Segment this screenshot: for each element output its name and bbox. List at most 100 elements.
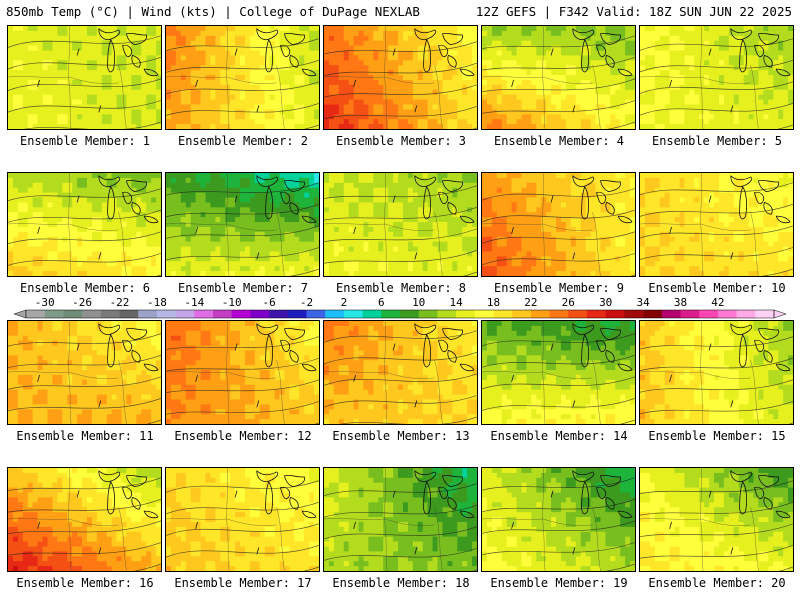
ensemble-member-map [639,25,794,130]
ensemble-member-map [165,172,320,277]
ensemble-member-label: Ensemble Member: 13 [332,429,470,443]
ensemble-member-map [7,25,162,130]
colorbar-swatch [643,310,663,318]
colorbar-swatch [63,310,83,318]
ensemble-member-map [323,172,478,277]
colorbar-swatch [661,310,681,318]
colorbar-swatch [755,310,775,318]
colorbar-swatch [119,310,139,318]
colorbar-swatch [194,310,214,318]
ensemble-member-label: Ensemble Member: 3 [335,134,467,148]
ensemble-member-map [639,172,794,277]
temperature-colorbar: -30 -26 -22 -18 -14 -10 -6 -2 2 6 10 14 18 22 26 30 34 38… [14,296,786,319]
colorbar-swatch [325,310,345,318]
colorbar-swatch [493,310,513,318]
colorbar-swatch [624,310,644,318]
colorbar-tick-label: -18 [147,296,167,309]
ensemble-member-map [7,172,162,277]
colorbar-swatch [568,310,588,318]
run-valid-time: 12Z GEFS | F342 Valid: 18Z SUN JUN 22 20… [475,4,792,19]
colorbar-swatch [343,310,363,318]
colorbar-tick-label: 18 [487,296,500,309]
colorbar-tick-label: -10 [222,296,242,309]
ensemble-member-label: Ensemble Member: 20 [648,576,786,590]
colorbar-swatch [156,310,176,318]
colorbar-swatch [362,310,382,318]
colorbar-swatch [306,310,326,318]
colorbar-swatch [44,310,64,318]
ensemble-member-map [481,467,636,572]
ensemble-member-map [639,467,794,572]
colorbar-tick-label: -30 [35,296,55,309]
colorbar-tick-label: 6 [378,296,385,309]
ensemble-member-map [481,25,636,130]
colorbar-swatch [418,310,438,318]
ensemble-member-label: Ensemble Member: 8 [335,281,467,295]
colorbar-swatch [699,310,719,318]
colorbar-tick-label: -26 [72,296,92,309]
ensemble-member-map [481,320,636,425]
colorbar-swatch [736,310,756,318]
colorbar-swatch [549,310,569,318]
ensemble-member-label: Ensemble Member: 4 [493,134,625,148]
colorbar-swatch [287,310,307,318]
colorbar-tick-label: -14 [184,296,204,309]
colorbar-swatch [400,310,419,318]
ensemble-member-map [323,320,478,425]
colorbar-swatch [530,310,550,318]
ensemble-member-map [165,467,320,572]
colorbar-swatch [587,310,606,318]
ensemble-member-label: Ensemble Member: 11 [16,429,154,443]
colorbar-swatch [605,310,625,318]
colorbar-swatch [269,310,289,318]
ensemble-member-map [7,467,162,572]
ensemble-member-label: Ensemble Member: 17 [174,576,312,590]
ensemble-member-label: Ensemble Member: 19 [490,576,628,590]
ensemble-member-map [481,172,636,277]
colorbar-swatch [456,310,476,318]
colorbar-tick-label: 38 [674,296,687,309]
colorbar-tick-label: 34 [636,296,650,309]
ensemble-member-label: Ensemble Member: 1 [19,134,151,148]
chart-title: 850mb Temp (°C) | Wind (kts) | College o… [6,4,420,19]
ensemble-member-label: Ensemble Member: 18 [332,576,470,590]
colorbar-swatch [512,310,532,318]
ensemble-member-label: Ensemble Member: 2 [177,134,309,148]
colorbar-swatch [175,310,195,318]
ensemble-member-map [323,25,478,130]
colorbar-swatch [474,310,494,318]
ensemble-member-label: Ensemble Member: 16 [16,576,154,590]
colorbar-tick-label: 10 [412,296,425,309]
colorbar-swatch [381,310,401,318]
colorbar-swatch [100,310,120,318]
ensemble-member-map [639,320,794,425]
colorbar-tick-label: 14 [449,296,463,309]
colorbar-swatch [213,310,232,318]
ensemble-member-map [165,320,320,425]
colorbar-swatch [82,310,102,318]
ensemble-member-label: Ensemble Member: 7 [177,281,309,295]
colorbar-swatch [26,310,45,318]
ensemble-member-label: Ensemble Member: 15 [648,429,786,443]
colorbar-tick-label: 22 [524,296,537,309]
ensemble-member-label: Ensemble Member: 10 [648,281,786,295]
ensemble-member-label: Ensemble Member: 6 [19,281,151,295]
colorbar-swatch [437,310,457,318]
ensemble-member-map [323,467,478,572]
colorbar-tick-label: 30 [599,296,612,309]
colorbar-tick-label: 26 [562,296,575,309]
colorbar-tick-label: 2 [341,296,348,309]
colorbar-tick-label: -6 [262,296,275,309]
colorbar-swatch [231,310,251,318]
colorbar-tick-label: 42 [711,296,724,309]
ensemble-member-map [165,25,320,130]
colorbar-swatch [680,310,700,318]
ensemble-member-label: Ensemble Member: 5 [651,134,783,148]
colorbar-tick-label: -22 [110,296,130,309]
colorbar-swatch [138,310,158,318]
ensemble-member-label: Ensemble Member: 12 [174,429,312,443]
ensemble-member-label: Ensemble Member: 9 [493,281,625,295]
ensemble-member-map [7,320,162,425]
colorbar-swatch [717,310,737,318]
colorbar-tick-label: -2 [300,296,313,309]
